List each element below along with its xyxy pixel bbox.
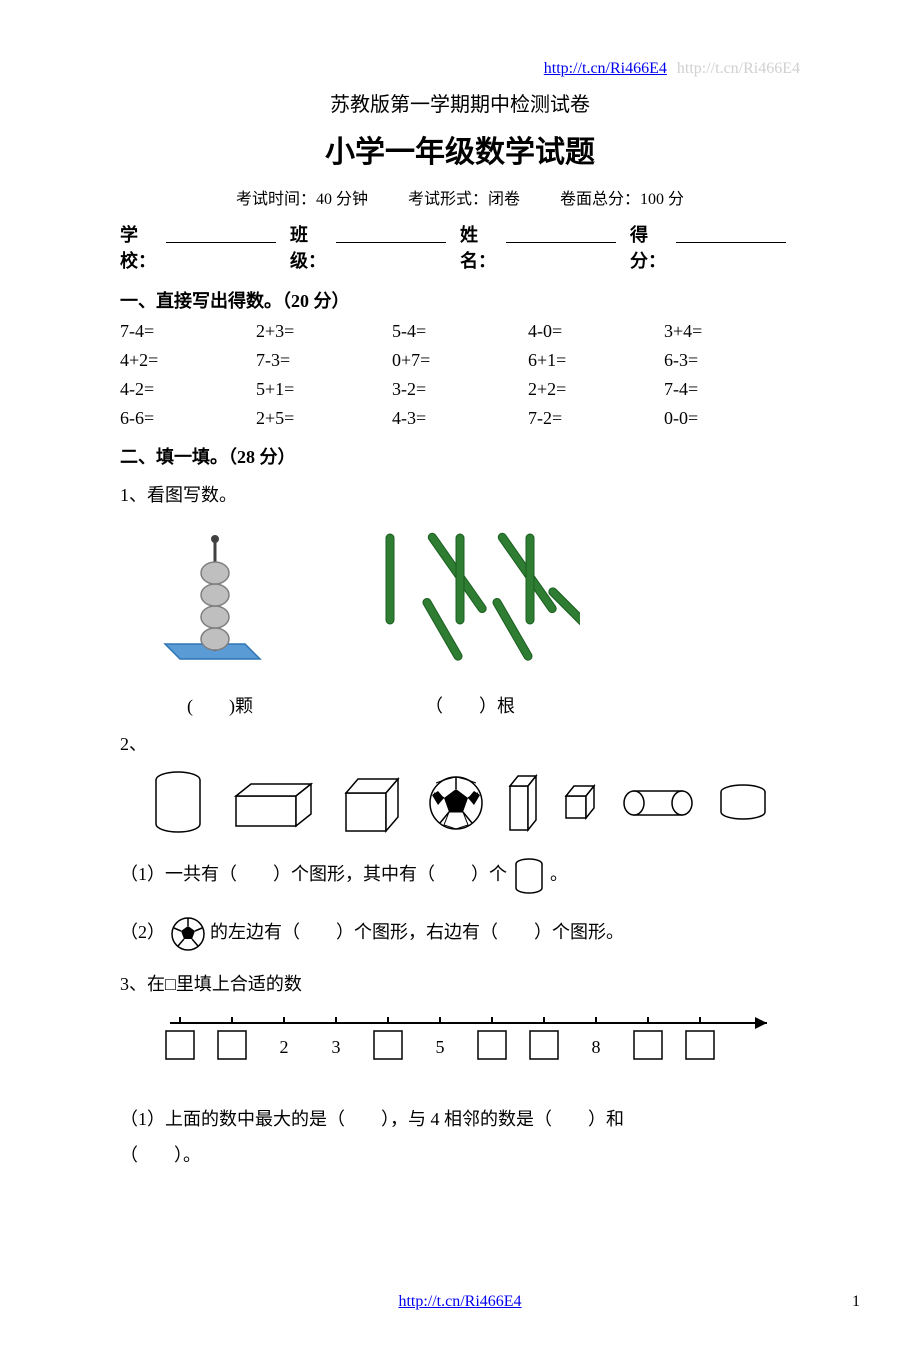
header-link[interactable]: http://t.cn/Ri466E4: [544, 60, 667, 77]
meta-total: 卷面总分：100 分: [560, 191, 684, 208]
calc-cell: 2+2=: [528, 379, 664, 400]
shape-tall-cuboid-icon: [506, 772, 540, 834]
header-link-shadow: http://t.cn/Ri466E4: [677, 60, 800, 77]
calc-cell: 7-2=: [528, 408, 664, 429]
q1-prompt: 1、看图写数。: [120, 481, 800, 507]
q3-prompt: 3、在□里填上合适的数: [120, 970, 800, 996]
svg-text:3: 3: [332, 1037, 341, 1057]
number-line-icon: 2 3 5 8: [160, 1008, 780, 1078]
q2-sub1-text-a: （1）一共有（ ）个图形，其中有（ ）个: [120, 864, 507, 884]
shape-horiz-cylinder-icon: [620, 783, 696, 823]
shape-short-cylinder-icon: [716, 782, 770, 824]
shape-cylinder-icon: [150, 768, 206, 838]
q1-figures: ( )颗 （ ）根: [160, 519, 800, 718]
q2-prompt: 2、: [120, 730, 800, 756]
meta-time: 考试时间：40 分钟: [236, 191, 368, 208]
q3-sub1-a: （1）上面的数中最大的是（ ），与 4 相邻的数是（ ）和: [120, 1109, 624, 1129]
number-line-figure: 2 3 5 8: [160, 1008, 800, 1083]
document-title: 小学一年级数学试题: [120, 127, 800, 171]
calc-cell: 4+2=: [120, 350, 256, 371]
calc-cell: 4-2=: [120, 379, 256, 400]
label-school: 学校：: [120, 221, 166, 273]
svg-text:2: 2: [280, 1037, 289, 1057]
beads-caption: ( )颗: [160, 692, 280, 718]
shape-small-cube-icon: [560, 782, 600, 824]
calc-cell: 5+1=: [256, 379, 392, 400]
beads-icon: [160, 529, 280, 679]
calc-cell: 3-2=: [392, 379, 528, 400]
blank-school[interactable]: [166, 221, 276, 243]
sticks-caption: （ ）根: [360, 692, 580, 718]
calc-cell: 7-4=: [120, 321, 256, 342]
header-link-row: http://t.cn/Ri466E4 http://t.cn/Ri466E4: [120, 60, 800, 78]
calc-cell: 2+3=: [256, 321, 392, 342]
shape-cuboid-icon: [226, 776, 316, 831]
soccer-small-icon: [170, 916, 206, 952]
page: http://t.cn/Ri466E4 http://t.cn/Ri466E4 …: [0, 0, 920, 1351]
blank-class[interactable]: [336, 221, 446, 243]
beads-figure: ( )颗: [160, 529, 280, 718]
blank-name[interactable]: [506, 221, 616, 243]
q3-sub1-b: （ ）。: [120, 1145, 201, 1165]
sticks-figure: （ ）根: [360, 519, 580, 718]
q2-sub1-text-b: 。: [550, 864, 568, 884]
label-class: 班级：: [290, 221, 336, 273]
calc-cell: 6-6=: [120, 408, 256, 429]
sticks-icon: [360, 519, 580, 679]
svg-text:5: 5: [436, 1037, 445, 1057]
q3-sub1: （1）上面的数中最大的是（ ），与 4 相邻的数是（ ）和 （ ）。: [120, 1101, 800, 1173]
cylinder-small-icon: [512, 856, 546, 896]
label-name: 姓名：: [460, 221, 506, 273]
shape-soccer-icon: [426, 773, 486, 833]
calc-cell: 4-0=: [528, 321, 664, 342]
calc-cell: 0+7=: [392, 350, 528, 371]
calc-cell: 6+1=: [528, 350, 664, 371]
document-subtitle: 苏教版第一学期期中检测试卷: [120, 88, 800, 117]
meta-form: 考试形式：闭卷: [408, 191, 520, 208]
calc-grid: 7-4=2+3=5-4=4-0=3+4=4+2=7-3=0+7=6+1=6-3=…: [120, 321, 800, 429]
exam-meta: 考试时间：40 分钟 考试形式：闭卷 卷面总分：100 分: [120, 185, 800, 209]
section2-heading: 二、填一填。（28 分）: [120, 443, 800, 469]
calc-cell: 0-0=: [664, 408, 800, 429]
blank-score[interactable]: [676, 221, 786, 243]
shapes-row: [150, 768, 800, 838]
calc-cell: 7-3=: [256, 350, 392, 371]
calc-cell: 4-3=: [392, 408, 528, 429]
q2-sub1: （1）一共有（ ）个图形，其中有（ ）个 。: [120, 856, 800, 896]
calc-cell: 3+4=: [664, 321, 800, 342]
svg-text:8: 8: [592, 1037, 601, 1057]
student-info-row: 学校： 班级： 姓名： 得分：: [120, 221, 800, 273]
shape-cube-icon: [336, 771, 406, 836]
label-score: 得分：: [630, 221, 676, 273]
q2-sub2: （2） 的左边有（ ）个图形，右边有（ ）个图形。: [120, 914, 800, 952]
calc-cell: 7-4=: [664, 379, 800, 400]
q2-sub2-text-b: 的左边有（ ）个图形，右边有（ ）个图形。: [210, 922, 624, 942]
calc-cell: 5-4=: [392, 321, 528, 342]
q2-sub2-text-a: （2）: [120, 922, 165, 942]
calc-cell: 2+5=: [256, 408, 392, 429]
calc-cell: 6-3=: [664, 350, 800, 371]
section1-heading: 一、直接写出得数。（20 分）: [120, 287, 800, 313]
